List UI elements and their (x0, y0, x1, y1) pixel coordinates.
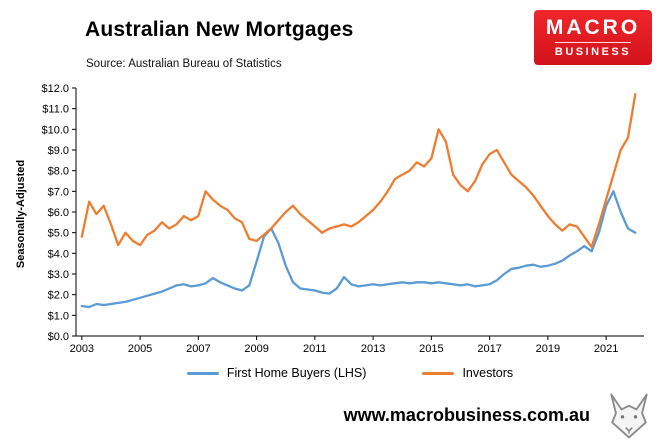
legend-label: First Home Buyers (LHS) (226, 366, 367, 380)
svg-text:2013: 2013 (361, 343, 385, 355)
website-url: www.macrobusiness.com.au (343, 405, 590, 425)
svg-text:$2.0: $2.0 (48, 290, 69, 302)
logo-text-business: BUSINESS (554, 42, 632, 58)
line-chart: $0.0 $1.0 $2.0 $3.0 $4.0 $5.0 $6.0 $7.0 $8.0 $9.0… (28, 82, 656, 360)
y-axis-title: Seasonally-Adjusted (15, 159, 27, 269)
macrobusiness-logo: MACRO BUSINESS (534, 10, 652, 65)
svg-text:$0.0: $0.0 (48, 331, 69, 343)
svg-text:2011: 2011 (303, 343, 327, 355)
svg-text:2005: 2005 (128, 343, 152, 355)
svg-text:$6.0: $6.0 (48, 207, 69, 219)
svg-text:2017: 2017 (477, 343, 501, 355)
svg-text:$12.0: $12.0 (41, 83, 69, 95)
svg-text:$3.0: $3.0 (48, 269, 69, 281)
legend-item-first-home-buyers: First Home Buyers (LHS) (186, 366, 367, 380)
chart-legend: First Home Buyers (LHS) Investors (60, 366, 640, 380)
chart-title: Australian New Mortgages (85, 18, 354, 41)
svg-text:$7.0: $7.0 (48, 186, 69, 198)
chart-canvas: $0.0 $1.0 $2.0 $3.0 $4.0 $5.0 $6.0 $7.0 $8.0 $9.0… (41, 83, 644, 355)
chart-source: Source: Australian Bureau of Statistics (86, 58, 282, 70)
svg-text:2015: 2015 (419, 343, 443, 355)
svg-text:2007: 2007 (186, 343, 210, 355)
svg-text:2003: 2003 (70, 343, 94, 355)
svg-text:2019: 2019 (536, 343, 560, 355)
svg-text:$8.0: $8.0 (48, 166, 69, 178)
svg-text:$4.0: $4.0 (48, 248, 69, 260)
logo-text-macro: MACRO (545, 16, 641, 39)
legend-item-investors: Investors (422, 366, 513, 380)
svg-text:$10.0: $10.0 (41, 124, 69, 136)
svg-text:$9.0: $9.0 (48, 145, 69, 157)
investors-line-swatch (422, 371, 455, 375)
svg-text:2009: 2009 (244, 343, 268, 355)
legend-label: Investors (462, 366, 514, 380)
first-home-buyers-line-swatch (186, 371, 219, 375)
svg-text:$11.0: $11.0 (42, 104, 69, 116)
svg-text:$5.0: $5.0 (48, 228, 69, 240)
svg-text:2021: 2021 (594, 343, 618, 355)
svg-text:$1.0: $1.0 (48, 310, 69, 322)
wolf-logo-icon (601, 387, 657, 443)
